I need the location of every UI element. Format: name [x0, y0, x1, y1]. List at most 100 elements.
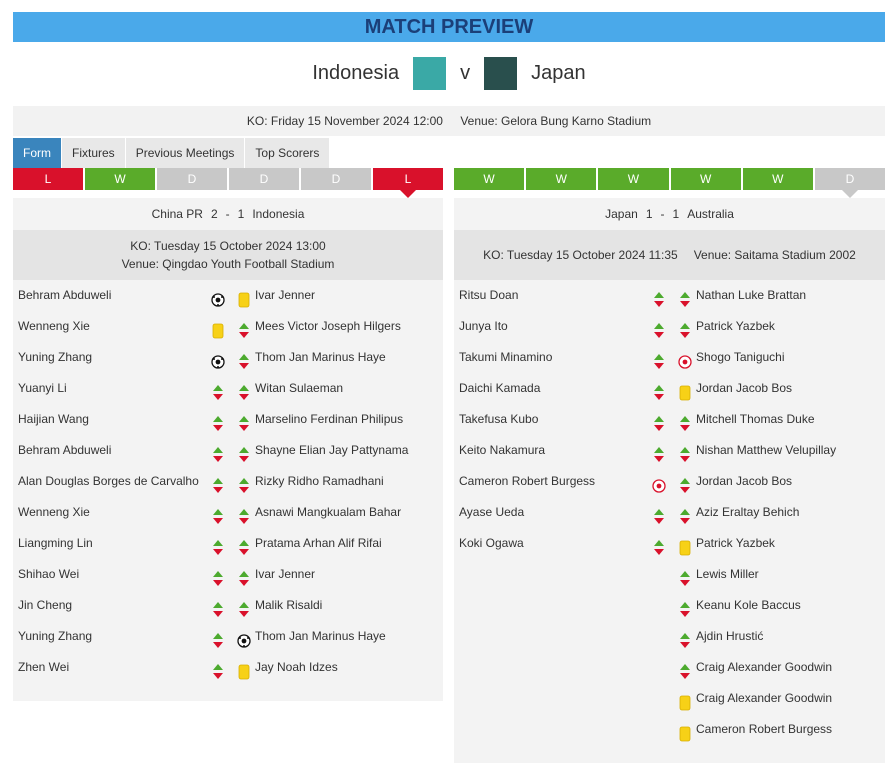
event-row: Takumi Minamino Shogo Taniguchi — [454, 342, 885, 373]
event-row: Keanu Kole Baccus — [454, 590, 885, 621]
substitution-icon — [213, 664, 223, 679]
score-line: China PR 2-1 Indonesia — [13, 198, 443, 230]
form-result[interactable]: L — [373, 168, 443, 198]
yellow-card-icon — [679, 726, 691, 742]
home-player: Cameron Robert Burgess — [459, 474, 596, 488]
away-player: Ivar Jenner — [255, 567, 316, 581]
away-player: Mitchell Thomas Duke — [696, 412, 815, 426]
event-row: Lewis Miller — [454, 559, 885, 590]
kickoff-bar: KO: Friday 15 November 2024 12:00 Venue:… — [13, 106, 885, 136]
event-row: Liangming Lin Pratama Arhan Alif Rifai — [13, 528, 443, 559]
form-result[interactable]: W — [742, 168, 813, 190]
substitution-icon — [680, 664, 690, 679]
away-player: Jay Noah Idzes — [255, 660, 338, 674]
away-player: Cameron Robert Burgess — [696, 722, 833, 736]
away-player: Ivar Jenner — [255, 288, 316, 302]
substitution-icon — [680, 447, 690, 462]
event-row: Jin Cheng Malik Risaldi — [13, 590, 443, 621]
substitution-icon — [239, 385, 249, 400]
substitution-icon — [239, 323, 249, 338]
substitution-icon — [654, 323, 664, 338]
event-row: Behram Abduweli Shayne Elian Jay Pattynam… — [13, 435, 443, 466]
separator: - — [660, 207, 665, 221]
yellow-card-icon — [238, 664, 250, 680]
form-result[interactable]: D — [229, 168, 299, 190]
tab[interactable]: Form — [13, 138, 61, 168]
tab[interactable]: Previous Meetings — [125, 138, 245, 168]
home-score: 1 — [645, 207, 653, 221]
goal-icon — [211, 355, 225, 369]
away-player: Jordan Jacob Bos — [696, 381, 793, 395]
away-player: Shayne Elian Jay Pattynama — [255, 443, 409, 457]
match-panel: China PR 2-1 Indonesia KO: Tuesday 15 Octob… — [13, 198, 443, 701]
away-player: Nishan Matthew Velupillay — [696, 443, 837, 457]
substitution-icon — [213, 447, 223, 462]
away-color — [484, 57, 518, 90]
home-player: Ayase Ueda — [459, 505, 525, 519]
away-player: Marselino Ferdinan Philipus — [255, 412, 404, 426]
event-row: Craig Alexander Goodwin — [454, 652, 885, 683]
away: Indonesia — [252, 207, 305, 221]
form-result[interactable]: W — [526, 168, 597, 190]
away-player: Jordan Jacob Bos — [696, 474, 793, 488]
substitution-icon — [239, 509, 249, 524]
away-player: Thom Jan Marinus Haye — [255, 350, 386, 364]
event-row: Cameron Robert Burgess Jordan Jacob Bos — [454, 466, 885, 497]
substitution-icon — [654, 385, 664, 400]
score-line: Japan 1-1 Australia — [454, 198, 885, 230]
away-player: Aziz Eraltay Behich — [696, 505, 800, 519]
substitution-icon — [680, 509, 690, 524]
home-player: Behram Abduweli — [18, 288, 112, 302]
form-result[interactable]: W — [670, 168, 741, 190]
substitution-icon — [213, 540, 223, 555]
venue: Venue: Gelora Bung Karno Stadium — [460, 114, 652, 128]
form-result[interactable]: D — [157, 168, 227, 190]
form-result[interactable]: W — [598, 168, 669, 190]
event-row: Wenneng Xie Mees Victor Joseph Hilgers — [13, 311, 443, 342]
home: Japan — [605, 207, 638, 221]
event-row: Behram Abduweli Ivar Jenner — [13, 280, 443, 311]
tab[interactable]: Top Scorers — [245, 138, 330, 168]
home-team: Indonesia — [312, 62, 400, 84]
form-result[interactable]: D — [301, 168, 371, 190]
kickoff: KO: Friday 15 November 2024 12:00 — [246, 114, 443, 128]
goal-icon — [237, 634, 251, 648]
event-row: Shihao Wei Ivar Jenner — [13, 559, 443, 590]
substitution-icon — [680, 478, 690, 493]
away-player: Patrick Yazbek — [696, 536, 775, 550]
tab[interactable]: Fixtures — [62, 138, 125, 168]
event-row: Yuning Zhang Thom Jan Marinus Haye — [13, 342, 443, 373]
substitution-icon — [654, 416, 664, 431]
substitution-icon — [680, 416, 690, 431]
match-info: KO: Tuesday 15 October 2024 11:35 Venue: … — [454, 230, 885, 280]
substitution-icon — [680, 602, 690, 617]
home-player: Daichi Kamada — [459, 381, 541, 395]
away-player: Rizky Ridho Ramadhani — [255, 474, 384, 488]
away: Australia — [687, 207, 734, 221]
home-player: Takumi Minamino — [459, 350, 553, 364]
form-result[interactable]: W — [454, 168, 525, 190]
away-team: Japan — [531, 62, 586, 84]
away-player: Nathan Luke Brattan — [696, 288, 807, 302]
substitution-icon — [654, 354, 664, 369]
substitution-icon — [213, 571, 223, 586]
form-result[interactable]: D — [814, 168, 886, 198]
substitution-icon — [213, 509, 223, 524]
substitution-icon — [213, 602, 223, 617]
event-row: Craig Alexander Goodwin — [454, 683, 885, 714]
own-goal-icon — [652, 479, 666, 493]
home-player: Yuning Zhang — [18, 629, 93, 643]
substitution-icon — [239, 354, 249, 369]
home-player: Yuning Zhang — [18, 350, 93, 364]
substitution-icon — [213, 385, 223, 400]
away-player: Keanu Kole Baccus — [696, 598, 801, 612]
own-goal-icon — [678, 355, 692, 369]
away-player: Pratama Arhan Alif Rifai — [255, 536, 382, 550]
kickoff: KO: Tuesday 15 October 2024 11:35 — [483, 248, 678, 262]
form-result[interactable]: L — [13, 168, 83, 190]
home-player: Koki Ogawa — [459, 536, 524, 550]
home-player: Liangming Lin — [18, 536, 93, 550]
form-result[interactable]: W — [85, 168, 155, 190]
